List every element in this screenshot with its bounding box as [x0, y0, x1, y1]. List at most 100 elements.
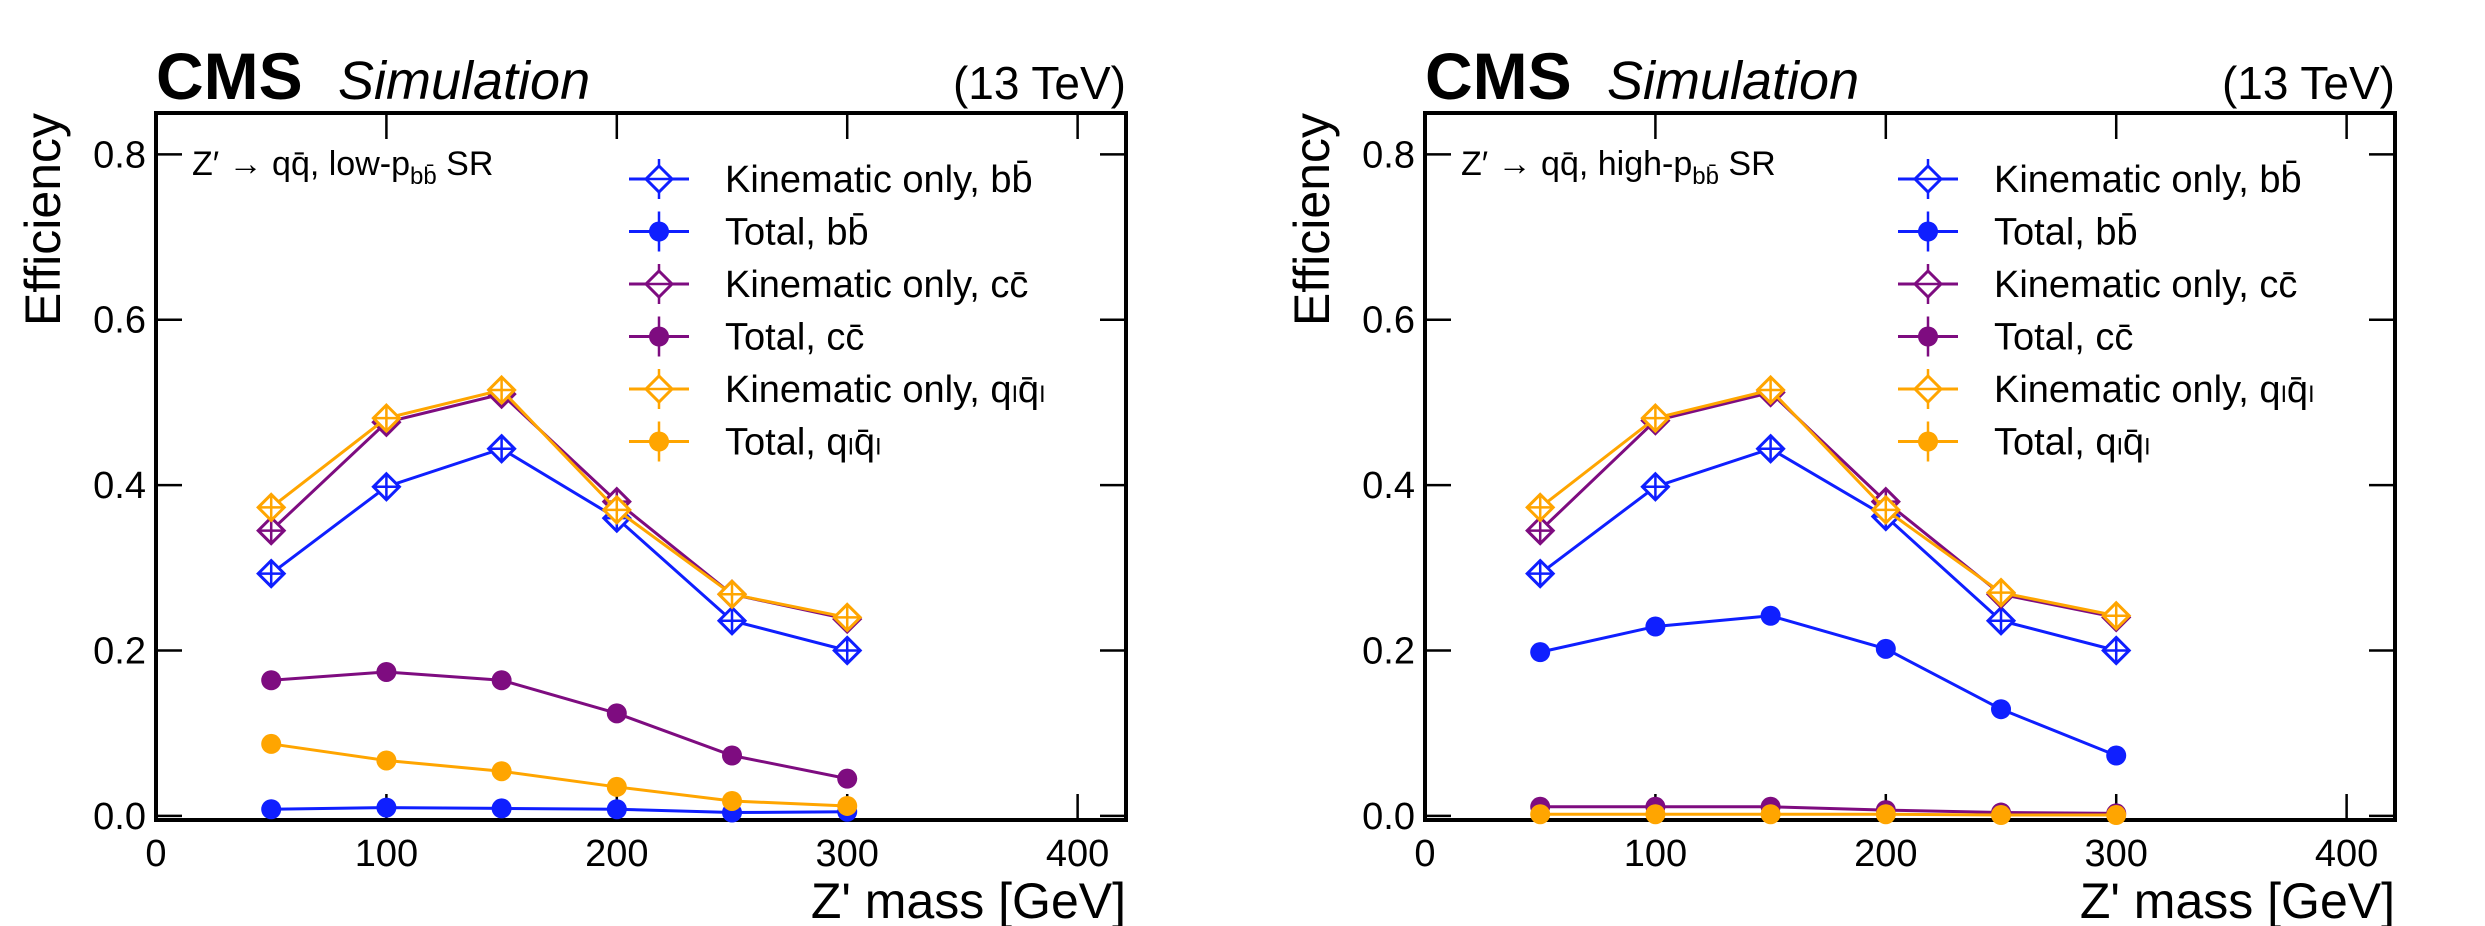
data-point [486, 433, 517, 464]
marker-cross [258, 494, 285, 521]
data-point [1755, 374, 1786, 406]
experiment: CMS [156, 39, 303, 113]
marker-cross [1527, 560, 1554, 587]
annotation-part: SR [1719, 145, 1776, 183]
marker-dot [491, 761, 512, 782]
y-axis-label: Efficiency [15, 113, 71, 326]
marker-dot [1645, 616, 1666, 637]
marker-cross [1988, 579, 2015, 606]
series-line [271, 806, 848, 815]
marker-cross [488, 377, 515, 404]
data-point [261, 670, 282, 691]
marker-cross [2103, 637, 2130, 664]
y-tick-label: 0.4 [1362, 465, 1415, 507]
y-tick-label: 0.2 [93, 630, 146, 672]
data-point [606, 799, 627, 820]
series-line [1540, 805, 2117, 815]
marker-dot [1760, 804, 1781, 825]
marker-cross [834, 637, 861, 664]
series-line [1539, 388, 2117, 618]
legend-entry: Total, bb̄ [1898, 211, 2138, 254]
data-point [716, 579, 748, 610]
legend-label: Total, qₗq̄ₗ [1994, 422, 2150, 464]
legend-entry: Kinematic only, qₗq̄ₗ [1898, 369, 2314, 411]
legend-label: Kinematic only, bb̄ [725, 159, 1033, 201]
data-point [722, 790, 743, 811]
data-point [1640, 403, 1671, 434]
marker-dot [1530, 804, 1551, 825]
chart: CMS Simulation (13 TeV) 0.0 0.2 0.4 0.6 0.8 0 100… [15, 39, 1128, 926]
data-point [1525, 492, 1556, 523]
marker-dot [491, 670, 512, 691]
data-point [1985, 577, 2017, 608]
data-point [2106, 745, 2127, 766]
x-axis-label: Z' mass [GeV] [2080, 873, 2395, 926]
data-point [1991, 805, 2012, 826]
marker-dot [2106, 745, 2127, 766]
legend-marker [649, 326, 669, 347]
plot-frame [154, 111, 1128, 822]
marker-cross [1642, 405, 1669, 432]
y-tick-label: 0.6 [93, 300, 146, 342]
marker-cross [603, 496, 630, 523]
x-tick-label: 0 [1414, 833, 1435, 875]
legend-label: Kinematic only, cc̄ [1994, 264, 2297, 306]
y-tick-label: 0.2 [1362, 630, 1415, 672]
marker-dot [1991, 805, 2012, 826]
data-point [832, 635, 863, 666]
data-point [1645, 616, 1666, 637]
legend-label: Kinematic only, cc̄ [725, 264, 1028, 306]
annotation-part: Z′ → qq̄, low-p [192, 145, 410, 183]
annotation-part: Z′ → qq̄, high-p [1461, 145, 1692, 183]
data-point [1991, 699, 2012, 720]
marker-dot [606, 703, 627, 724]
y-tick-label: 0.0 [93, 796, 146, 838]
data-point [486, 374, 517, 406]
marker-dot [1530, 642, 1551, 663]
data-point [491, 798, 512, 819]
legend-marker [649, 431, 669, 452]
series-line [1540, 812, 2117, 817]
marker-cross [1757, 377, 1784, 404]
legend-entry: Total, qₗq̄ₗ [1898, 421, 2150, 464]
x-axis-label: Z' mass [GeV] [811, 873, 1126, 926]
simulation-label: Simulation [338, 51, 590, 111]
marker-cross [2103, 602, 2130, 629]
legend-entry: Total, cc̄ [629, 316, 864, 359]
marker-dot [261, 670, 282, 691]
legend-marker [1918, 221, 1938, 242]
legend-entry: Total, bb̄ [629, 211, 869, 254]
legend-marker [1918, 431, 1938, 452]
marker-dot [1645, 804, 1666, 825]
energy: (13 TeV) [2222, 57, 2395, 109]
data-point [832, 602, 863, 633]
legend-label: Kinematic only, qₗq̄ₗ [1994, 369, 2314, 411]
legend-label: Total, cc̄ [1994, 317, 2133, 359]
data-point [261, 733, 282, 754]
marker-dot [2106, 805, 2127, 826]
y-axis-label: Efficiency [1284, 113, 1340, 326]
legend-entry: Total, cc̄ [1898, 316, 2133, 359]
legend-label: Total, qₗq̄ₗ [725, 422, 881, 464]
data-point [606, 703, 627, 724]
marker-dot [261, 733, 282, 754]
annotation-part: bb̄ [1692, 163, 1719, 190]
x-tick-label: 300 [816, 833, 879, 875]
y-tick-label: 0.4 [93, 465, 146, 507]
series-line [270, 447, 848, 652]
legend-label: Total, cc̄ [725, 317, 864, 359]
data-point [1640, 471, 1671, 502]
marker-cross [373, 473, 400, 500]
marker-dot [1760, 605, 1781, 626]
legend-label: Kinematic only, qₗq̄ₗ [725, 369, 1045, 411]
x-tick-label: 100 [355, 833, 418, 875]
series-line [1539, 447, 2117, 652]
marker-dot [1875, 638, 1896, 659]
energy: (13 TeV) [953, 57, 1126, 109]
y-tick-label: 0.8 [93, 134, 146, 176]
data-point [1875, 804, 1896, 825]
x-tick-label: 300 [2085, 833, 2148, 875]
data-point [2101, 635, 2132, 666]
x-tick-label: 400 [2315, 833, 2378, 875]
